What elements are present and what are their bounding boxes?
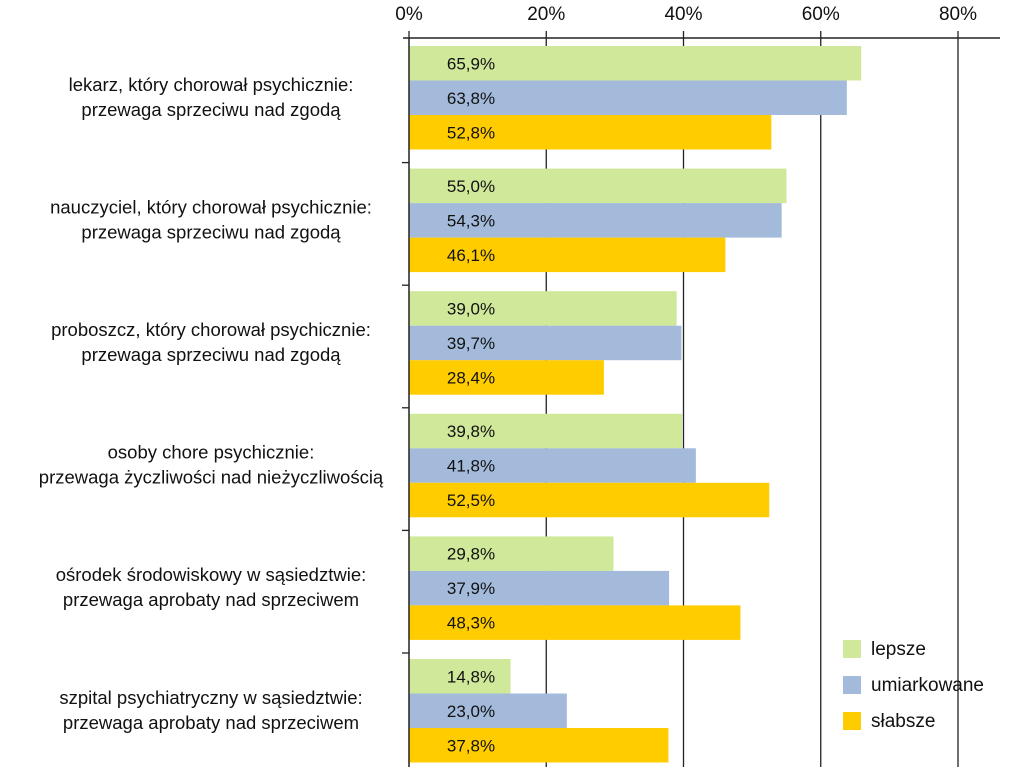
data-label: 65,9% <box>447 54 495 73</box>
bar-umiarkowane-1 <box>409 80 847 115</box>
x-tick-label: 80% <box>939 4 977 25</box>
category-label: nauczyciel, który chorował psychicznie: <box>50 196 372 217</box>
data-labels: 65,9% 55,0% 39,0% 39,8% 29,8% 14,8% 63,8% 54,3%… <box>447 54 495 755</box>
data-label: 37,9% <box>447 579 495 598</box>
category-label: przewaga aprobaty nad sprzeciwem <box>63 589 359 610</box>
category-label: lekarz, który chorował psychicznie: <box>69 74 354 95</box>
category-label: szpital psychiatryczny w sąsiedztwie: <box>59 687 362 708</box>
bars <box>409 46 862 763</box>
data-label: 14,8% <box>447 667 495 686</box>
bar-lepsze-1 <box>409 46 862 81</box>
data-label: 52,8% <box>447 123 495 142</box>
category-label: przewaga aprobaty nad sprzeciwem <box>63 712 359 733</box>
bar-słabsze-5 <box>409 605 741 640</box>
bar-umiarkowane-3 <box>409 325 682 361</box>
x-tick-label: 20% <box>527 4 565 25</box>
x-tick-label: 60% <box>802 4 840 25</box>
data-label: 23,0% <box>447 702 495 721</box>
legend-swatch-umiarkowane <box>843 676 861 694</box>
data-label: 48,3% <box>447 614 495 633</box>
legend-label: umiarkowane <box>871 675 984 696</box>
bar-słabsze-1 <box>409 115 772 150</box>
bar-umiarkowane-5 <box>409 570 670 606</box>
bar-lepsze-4 <box>409 413 683 449</box>
data-label: 29,8% <box>447 545 495 564</box>
data-label: 37,8% <box>447 736 495 755</box>
category-label: przewaga życzliwości nad nieżyczliwością <box>39 467 384 488</box>
bar-lepsze-2 <box>409 168 787 204</box>
x-tick-label: 0% <box>395 4 423 25</box>
legend-label: słabsze <box>871 711 935 732</box>
category-label: przewaga sprzeciwu nad zgodą <box>81 221 341 242</box>
data-label: 46,1% <box>447 246 495 265</box>
data-label: 39,8% <box>447 422 495 441</box>
category-labels: lekarz, który chorował psychicznie: przew… <box>39 74 384 733</box>
bar-lepsze-3 <box>409 291 677 326</box>
category-label: przewaga sprzeciwu nad zgodą <box>81 344 341 365</box>
legend-label: lepsze <box>871 639 926 660</box>
bar-słabsze-2 <box>409 237 726 273</box>
data-label: 63,8% <box>447 89 495 108</box>
category-label: proboszcz, który chorował psychicznie: <box>51 319 371 340</box>
bar-umiarkowane-2 <box>409 203 782 238</box>
bar-słabsze-4 <box>409 482 770 518</box>
bar-lepsze-6 <box>409 659 511 694</box>
bar-umiarkowane-6 <box>409 693 567 728</box>
data-label: 28,4% <box>447 368 495 387</box>
bar-słabsze-3 <box>409 360 604 395</box>
axes <box>402 31 1000 767</box>
data-label: 55,0% <box>447 177 495 196</box>
data-label: 52,5% <box>447 491 495 510</box>
legend-swatch-słabsze <box>843 712 861 730</box>
category-label: przewaga sprzeciwu nad zgodą <box>81 99 341 120</box>
data-label: 39,7% <box>447 334 495 353</box>
bar-umiarkowane-4 <box>409 448 696 483</box>
gridlines <box>545 38 959 767</box>
category-label: ośrodek środowiskowy w sąsiedztwie: <box>56 564 367 585</box>
legend-swatch-lepsze <box>843 640 861 658</box>
bar-słabsze-6 <box>409 728 669 763</box>
x-tick-labels: 0% 20% 40% 60% 80% <box>395 4 977 25</box>
data-label: 41,8% <box>447 457 495 476</box>
data-label: 39,0% <box>447 299 495 318</box>
x-tick-label: 40% <box>664 4 702 25</box>
category-label: osoby chore psychicznie: <box>108 442 315 463</box>
data-label: 54,3% <box>447 211 495 230</box>
legend: lepsze umiarkowane słabsze <box>843 639 984 732</box>
bar-lepsze-5 <box>409 536 614 571</box>
